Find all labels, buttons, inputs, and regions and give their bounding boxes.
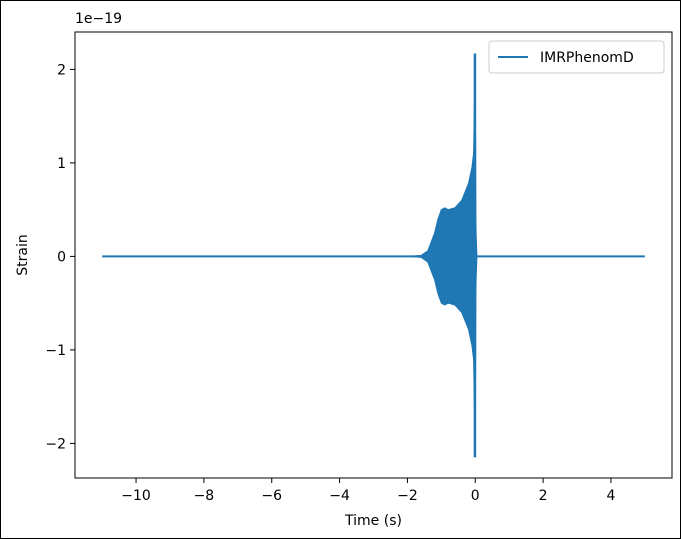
y-offset-label: 1e−19	[75, 11, 122, 27]
x-tick-label: 0	[471, 488, 480, 504]
x-axis-label: Time (s)	[344, 513, 402, 529]
y-axis-ticks: −2 −1 0 1 2	[45, 62, 75, 452]
y-axis-label: Strain	[15, 234, 31, 275]
legend-label-imrphenomd: IMRPhenomD	[540, 50, 634, 66]
x-tick-label: −6	[261, 488, 282, 504]
y-tick-label: 0	[57, 249, 66, 265]
x-tick-label: −8	[194, 488, 215, 504]
legend: IMRPhenomD	[488, 40, 665, 74]
y-tick-label: −1	[45, 343, 66, 359]
y-tick-label: 2	[57, 62, 66, 78]
x-tick-label: 4	[606, 488, 615, 504]
x-tick-label: −2	[397, 488, 418, 504]
signal-layer	[102, 53, 645, 458]
axes-frame	[74, 31, 673, 479]
x-axis-ticks: −10 −8 −6 −4 −2 0 2 4	[121, 478, 615, 504]
y-tick-label: 1	[57, 156, 66, 172]
x-tick-label: −10	[121, 488, 151, 504]
y-tick-label: −2	[45, 436, 66, 452]
legend-box	[488, 40, 665, 74]
x-tick-label: −4	[329, 488, 350, 504]
x-tick-label: 2	[539, 488, 548, 504]
series-envelope-imrphenomd	[407, 56, 478, 455]
